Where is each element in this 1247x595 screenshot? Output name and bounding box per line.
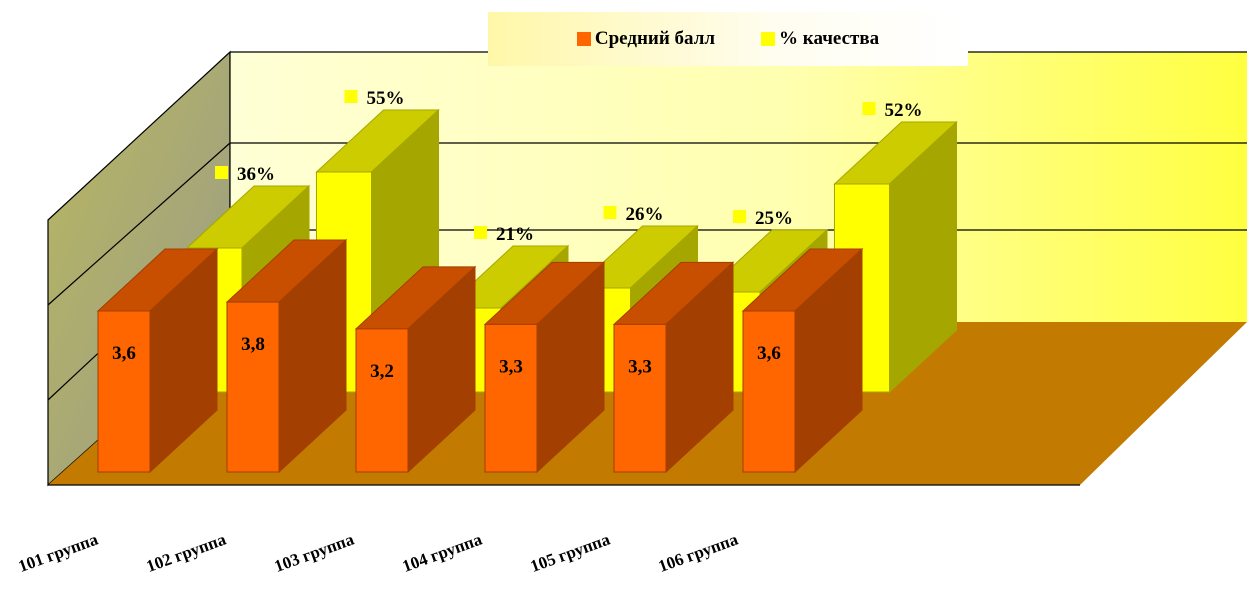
bar-avg-score-6-front [742,310,796,473]
legend-item-series-1: Средний балл [576,28,716,50]
data-label-avg-6: 3,6 [757,343,781,364]
bar-avg-score-5 [612,261,735,474]
data-label-marker-pct-2 [344,90,358,103]
legend-label-series-2: % качества [779,28,880,49]
data-label-marker-pct-6 [862,102,876,115]
data-label-avg-4: 3,3 [499,356,523,377]
data-label-marker-pct-4 [603,206,617,219]
data-label-pct-2: 55% [367,88,405,109]
bar-avg-score-3-front [355,328,409,473]
data-label-avg-2: 3,8 [241,334,265,355]
bar-avg-score-2-front [226,301,280,473]
bar-avg-score-4 [483,261,606,474]
x-tick-label-5: 105 группа [528,529,613,576]
side-wall-gridline [47,142,231,306]
bar-avg-score-1-front [97,310,151,473]
data-labels: 36% 55% 21% 26% 25% 52% 3,6 3,8 3,2 3,3 3,3 3,6 [112,88,922,382]
data-label-pct-4: 26% [626,204,664,225]
bar-avg-score-1 [96,247,219,474]
data-label-pct-6: 52% [885,100,923,121]
x-tick-label-4: 104 группа [400,529,485,576]
data-label-pct-5: 25% [755,208,793,229]
data-label-avg-1: 3,6 [112,343,136,364]
x-tick-label-1: 101 группа [16,529,101,576]
legend-swatch-series-1 [576,32,591,46]
bar-avg-score-3 [354,265,477,474]
x-tick-label-6: 106 группа [656,529,741,576]
data-label-marker-pct-3 [474,226,487,239]
data-label-pct-3: 21% [496,224,534,245]
data-label-avg-5: 3,3 [628,356,652,377]
data-label-avg-3: 3,2 [370,361,394,382]
x-tick-label-2: 102 группа [144,529,229,576]
bar-avg-score-4-front [484,323,538,473]
bar-avg-score-6 [741,247,864,474]
legend-item-series-2: % качества [761,28,879,50]
data-label-pct-1: 36% [237,164,275,185]
bars [96,108,958,474]
x-tick-label-3: 103 группа [272,529,357,576]
bar-avg-score-5-front [613,323,667,473]
legend-swatch-series-2 [761,32,776,46]
x-axis-tick-labels: 101 группа 102 группа 103 группа 104 группа… [16,529,741,576]
data-label-marker-pct-1 [215,166,228,179]
legend: Средний балл % качества [488,12,968,66]
bar-avg-score-2 [225,238,348,474]
data-label-marker-pct-5 [733,210,746,223]
legend-label-series-1: Средний балл [594,28,716,49]
back-wall [230,52,1247,322]
